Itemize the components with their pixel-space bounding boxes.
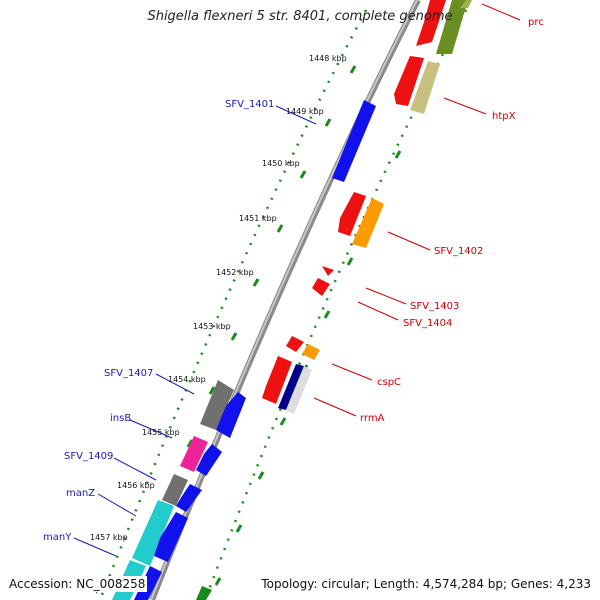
gene-small-red-2[interactable]: [312, 278, 330, 296]
tick-label: 1456 kbp: [117, 481, 155, 490]
gene-label-many: manY: [43, 532, 72, 543]
gene-top-olive[interactable]: [436, 0, 468, 54]
gene-label-sfv1403: SFV_1403: [410, 301, 459, 312]
tick-label: 1453 kbp: [193, 322, 231, 331]
gene-label-sfv1401: SFV_1401: [225, 99, 274, 110]
gene-small-red-1[interactable]: [322, 266, 334, 276]
gene-blocks: [112, 0, 472, 600]
tick-label: 1454 kbp: [168, 375, 206, 384]
tick-label: 1449 kbp: [286, 107, 324, 116]
leader-lines-right: [313, 3, 521, 417]
leader-lines-left: [73, 105, 317, 557]
gene-darkblue[interactable]: [278, 364, 304, 410]
gene-manz[interactable]: [132, 500, 174, 566]
gene-label-sfv1402: SFV_1402: [434, 246, 483, 257]
gene-sfv1409[interactable]: [162, 474, 188, 506]
gene-label-insb: insB: [110, 413, 131, 424]
gene-blue-1407[interactable]: [216, 392, 246, 438]
gene-small-red-3[interactable]: [286, 336, 304, 352]
gene-label-sfv1404: SFV_1404: [403, 318, 452, 329]
genome-summary: Topology: circular; Length: 4,574,284 bp…: [259, 576, 593, 592]
genome-title: Shigella flexneri 5 str. 8401, complete …: [147, 9, 453, 24]
gene-label-sfv1409: SFV_1409: [64, 451, 113, 462]
gene-blue-manz[interactable]: [154, 512, 188, 562]
gene-bottom-green[interactable]: [196, 586, 212, 600]
genome-backbone: [149, 0, 421, 600]
gene-sfv1407[interactable]: [200, 380, 234, 430]
tick-label: 1448 kbp: [309, 54, 347, 63]
gene-red-rrma[interactable]: [262, 356, 292, 404]
gene-red-1402[interactable]: [338, 192, 366, 236]
tick-label: 1457 kbp: [90, 533, 128, 542]
gene-label-manz: manZ: [66, 488, 95, 499]
tick-label: 1450 kbp: [262, 159, 300, 168]
gene-insb[interactable]: [180, 436, 208, 472]
tick-label: 1452 kbp: [216, 268, 254, 277]
gene-sfv1401[interactable]: [332, 100, 376, 182]
gene-blue-1409[interactable]: [176, 484, 202, 512]
gene-cspc[interactable]: [302, 344, 320, 360]
gene-prc[interactable]: [416, 0, 446, 46]
gene-label-rrma: rrmA: [360, 413, 385, 424]
tick-label: 1451 kbp: [239, 214, 277, 223]
gene-label-htpx: htpX: [492, 111, 516, 122]
gene-blue-insb[interactable]: [196, 444, 222, 476]
gene-htpx[interactable]: [410, 61, 440, 114]
gene-rrma[interactable]: [286, 366, 312, 414]
gene-label-sfv1407: SFV_1407: [104, 368, 153, 379]
gene-top-olive-2[interactable]: [460, 0, 472, 8]
gene-sfv1402[interactable]: [352, 198, 384, 248]
accession-text: Accession: NC_008258: [7, 576, 148, 592]
tick-marks-outer: [214, 98, 426, 586]
tick-label: 1455 kbp: [142, 428, 180, 437]
gene-label-cspc: cspC: [377, 377, 401, 388]
gene-label-prc: prc: [528, 17, 544, 28]
gene-red-htpx-left[interactable]: [394, 56, 424, 106]
